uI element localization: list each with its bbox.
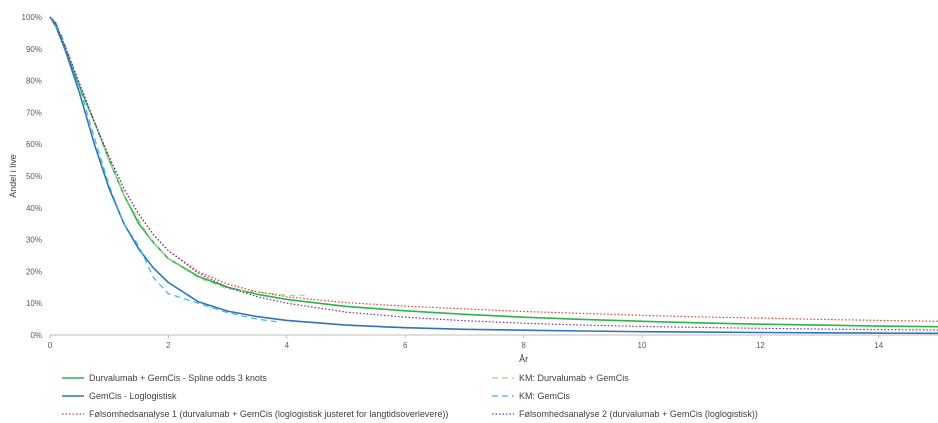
series-line-5 xyxy=(49,16,938,322)
series-line-4 xyxy=(49,16,281,323)
x-tick-label: 4 xyxy=(285,341,290,350)
y-axis: 0% 10% 20% 30% 40% 50% 60% 70% 80% 90% 100% xyxy=(22,13,42,340)
x-tick-label: 6 xyxy=(403,341,408,350)
series-line-6 xyxy=(49,16,938,331)
legend-label: Durvalumab + GemCis - Spline odds 3 knot… xyxy=(89,373,267,383)
series-layer xyxy=(49,16,938,335)
series-line-2 xyxy=(49,16,305,296)
y-tick-label: 30% xyxy=(26,236,42,245)
legend-label: KM: GemCis xyxy=(519,391,571,401)
x-tick-label: 8 xyxy=(521,341,526,350)
legend: Durvalumab + GemCis - Spline odds 3 knot… xyxy=(62,373,758,419)
x-axis-title: År xyxy=(519,354,528,364)
y-tick-label: 10% xyxy=(26,299,42,308)
x-tick-label: 12 xyxy=(756,341,765,350)
y-tick-label: 100% xyxy=(22,13,42,22)
x-tick-label: 14 xyxy=(874,341,883,350)
y-axis-title: Andel i live xyxy=(8,154,18,198)
series-line-1 xyxy=(49,16,938,328)
y-tick-label: 70% xyxy=(26,108,42,117)
y-tick-label: 80% xyxy=(26,77,42,86)
y-tick-label: 40% xyxy=(26,204,42,213)
y-tick-label: 60% xyxy=(26,140,42,149)
y-tick-label: 50% xyxy=(26,172,42,181)
y-tick-label: 0% xyxy=(30,331,42,340)
y-tick-label: 90% xyxy=(26,45,42,54)
legend-label: GemCis - Loglogistisk xyxy=(89,391,177,401)
legend-label: KM: Durvalumab + GemCis xyxy=(519,373,629,383)
x-tick-label: 10 xyxy=(638,341,647,350)
legend-label: Følsomhedsanalyse 1 (durvalumab + GemCis… xyxy=(89,409,448,419)
series-line-3 xyxy=(49,16,938,335)
y-tick-label: 20% xyxy=(26,267,42,276)
legend-label: Følsomhedsanalyse 2 (durvalumab + GemCis… xyxy=(519,409,758,419)
x-tick-label: 0 xyxy=(48,341,53,350)
x-axis: 0 2 4 6 8 10 12 14 xyxy=(48,334,938,350)
x-tick-label: 2 xyxy=(166,341,171,350)
